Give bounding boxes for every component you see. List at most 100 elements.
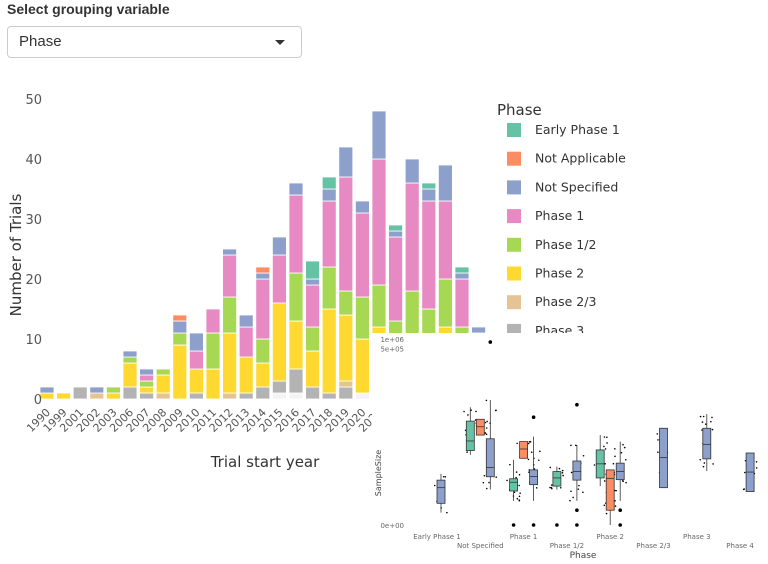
bar-segment-2019-phase-1 [338, 176, 354, 292]
bar-segment-2020-not-specified [354, 200, 370, 214]
boxplot-jitter-point [755, 461, 758, 463]
bar-segment-2009-not-specified [172, 320, 188, 334]
boxplot-jitter-point [699, 458, 702, 461]
bar-segment-2021-phase-1-2 [371, 284, 387, 328]
bar-segment-2017-phase-3 [305, 386, 321, 400]
boxplot-outlier-point [555, 523, 559, 527]
bar-segment-2016-phase-1 [288, 194, 304, 274]
boxplot-jitter-point [582, 491, 584, 494]
boxplot-jitter-point [549, 466, 552, 469]
bar-segment-2008-phase-1-2 [155, 368, 171, 376]
legend-swatch [507, 209, 521, 224]
boxplot-jitter-point [558, 467, 561, 470]
bar-segment-2006-phase-1-2 [122, 356, 138, 364]
boxplot-jitter-point [466, 451, 468, 453]
bar-segment-2015-not-specified [271, 236, 287, 256]
grouping-variable-select[interactable]: Phase [7, 26, 302, 58]
bar-segment-2002-not-specified [89, 386, 105, 394]
boxplot-jitter-point [495, 409, 497, 412]
bar-segment-2018-not-specified [321, 188, 337, 202]
bar-segment-2020-phase-2 [354, 338, 370, 394]
x-axis-title: Trial start year [210, 453, 320, 471]
boxplot-jitter-point [488, 481, 490, 484]
bar-segment-2003-phase-2 [106, 392, 121, 400]
boxplot-jitter-point [569, 499, 571, 502]
bar-segment-2009-phase-2 [172, 344, 188, 400]
boxplot-jitter-point [603, 436, 606, 438]
boxplot-jitter-point [710, 420, 712, 423]
legend-label: Phase 1 [535, 208, 584, 223]
boxplot-jitter-point [702, 465, 705, 468]
boxplot-jitter-point [509, 463, 511, 466]
bar-segment-2008-phase-2 [155, 374, 171, 394]
bar-segment-2013-phase-1 [238, 326, 254, 358]
boxplot-jitter-point [701, 421, 704, 423]
bar-segment-2022-phase-1 [388, 236, 404, 322]
legend-label: Phase 1/2 [535, 237, 596, 252]
boxplot-jitter-point [463, 410, 465, 413]
boxplot-jitter-point [539, 450, 541, 453]
bar-segment-2011-phase-1-2 [205, 332, 221, 370]
boxplot-jitter-point [614, 455, 616, 458]
boxplot-y-axis-title: SampleSize [374, 450, 383, 496]
boxplot-jitter-point [485, 427, 488, 429]
boxplot-jitter-point [519, 492, 521, 494]
boxplot-box-phase-2-not-applicable [605, 469, 615, 511]
boxplot-jitter-point [712, 463, 714, 465]
boxplot-jitter-point [446, 511, 448, 514]
bar-segment-2022-not-specified [388, 230, 404, 238]
bar-segment-2016-phase-3 [288, 368, 304, 394]
boxplot-jitter-point [467, 414, 469, 416]
bar-segment-2012-not-specified [222, 248, 238, 256]
bar-segment-2012-phase-2-3 [222, 392, 238, 400]
y-tick-label: 20 [25, 273, 42, 288]
bar-segment-2018-phase-2 [321, 308, 337, 394]
legend-label: Not Applicable [535, 151, 626, 166]
bar-segment-2021-not-specified [371, 110, 387, 160]
boxplot-jitter-point [528, 441, 531, 443]
boxplot-jitter-point [549, 486, 551, 489]
boxplot-jitter-point [703, 462, 706, 464]
boxplot-x-tick-label: Early Phase 1 [413, 533, 460, 541]
boxplot-jitter-point [518, 499, 521, 501]
bar-segment-2026-not-specified [454, 272, 470, 280]
boxplot-jitter-point [620, 451, 623, 454]
boxplot-jitter-point [515, 476, 517, 479]
bar-segment-2007-phase-1-2 [139, 380, 155, 388]
bar-segment-2019-phase-2 [338, 314, 354, 382]
bar-segment-2011-phase-2 [205, 368, 221, 400]
boxplot-jitter-point [515, 471, 518, 473]
boxplot-jitter-point [570, 471, 573, 474]
boxplot-jitter-point [615, 489, 617, 492]
boxplot-jitter-point [582, 454, 585, 457]
legend-label: Phase 2 [535, 266, 584, 281]
boxplot-jitter-point [612, 462, 615, 465]
bar-segment-2023-not-specified [404, 158, 420, 184]
boxplot-x-tick-label: Phase 1/2 [550, 542, 584, 550]
y-tick-label: 30 [25, 213, 42, 228]
boxplot-outlier-point [531, 415, 536, 420]
bar-segment-2017-early-phase-1 [305, 260, 321, 280]
legend-swatch [507, 266, 521, 281]
boxplot-jitter-point [604, 448, 607, 450]
boxplot-jitter-point [482, 481, 485, 484]
boxplot-jitter-point [578, 484, 580, 487]
bar-segment-2007-phase-1 [139, 374, 155, 382]
boxplot-jitter-point [433, 484, 436, 487]
y-tick-label: 10 [25, 333, 42, 348]
boxplot-box-phase-3-not-specified [702, 427, 712, 460]
boxplot-outlier-point [575, 523, 579, 527]
boxplot-jitter-point [622, 480, 625, 483]
bar-segment-2014-phase-1-2 [255, 338, 271, 364]
boxplot-jitter-point [486, 420, 488, 423]
boxplot-jitter-point [485, 399, 488, 402]
boxplot-jitter-point [622, 443, 624, 446]
boxplot-jitter-point [701, 429, 703, 431]
boxplot-outlier-point [575, 402, 579, 407]
grouping-variable-label: Select grouping variable [7, 1, 170, 17]
bar-segment-2013-not-specified [238, 314, 254, 328]
bar-segment-2010-phase-2 [188, 368, 204, 394]
bar-segment-2023-phase-1 [404, 182, 420, 292]
y-tick-label: 40 [25, 153, 42, 168]
